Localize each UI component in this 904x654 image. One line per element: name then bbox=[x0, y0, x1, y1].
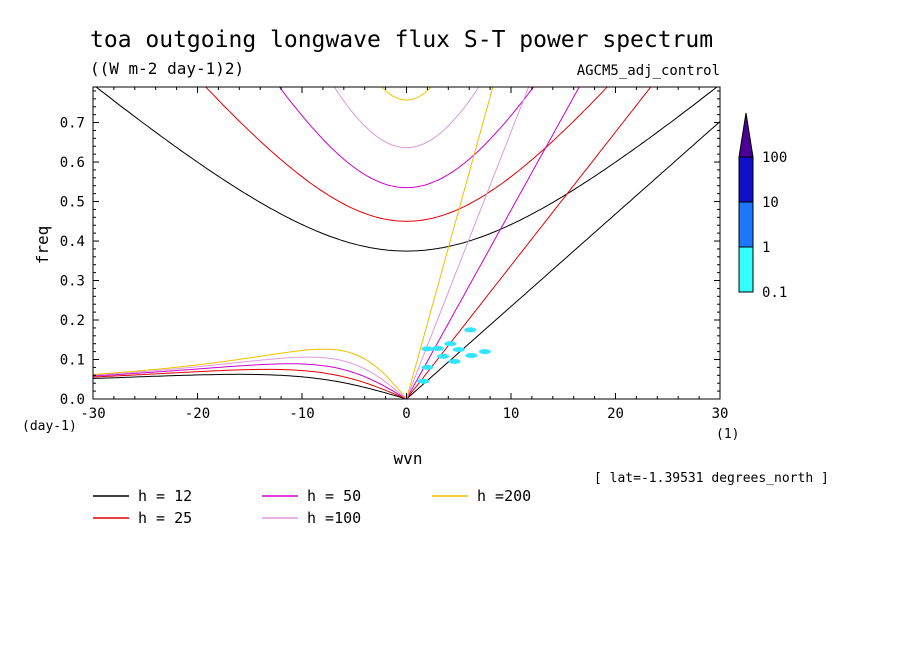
footnote: [ lat=-1.39531 degrees_north ] bbox=[594, 471, 829, 486]
plot-frame bbox=[92, 86, 721, 400]
x-unit-label: (1) bbox=[716, 427, 739, 442]
colorbar-label: 100 bbox=[762, 150, 787, 166]
inertia-gravity-curve bbox=[278, 87, 535, 189]
colorbar-label: 10 bbox=[762, 195, 779, 211]
kelvin-curve bbox=[406, 87, 530, 399]
y-unit-label: (day-1) bbox=[22, 419, 77, 434]
kelvin-curve bbox=[406, 87, 580, 399]
legend-label: h = 12 bbox=[138, 487, 192, 505]
power-blob bbox=[444, 341, 457, 347]
y-tick-label: 0.4 bbox=[60, 234, 85, 250]
power-blob bbox=[465, 353, 478, 359]
inertia-gravity-curve bbox=[205, 87, 608, 222]
colorbar-label: 0.1 bbox=[762, 285, 787, 301]
kelvin-curve bbox=[406, 121, 720, 399]
colorbar-segment bbox=[738, 246, 754, 293]
y-tick-label: 0.6 bbox=[60, 155, 85, 171]
legend-label: h = 25 bbox=[138, 509, 192, 527]
rossby-curve bbox=[93, 373, 407, 399]
axis-tick-labels: -30 -20 -10 0 10 20 30 0.0 0.1 0.2 0.3 0.4 0.5 0.6 0.7 bbox=[60, 116, 729, 422]
y-tick-label: 0.5 bbox=[60, 195, 85, 211]
x-tick-label: 30 bbox=[712, 406, 729, 422]
colorbar: 100 10 1 0.1 bbox=[738, 112, 787, 301]
inertia-gravity-curve bbox=[333, 87, 480, 149]
x-tick-label: 0 bbox=[402, 406, 410, 422]
legend: h = 12 h = 25 h = 50 h =100 h =200 bbox=[93, 487, 531, 527]
x-tick-label: 20 bbox=[607, 406, 624, 422]
x-tick-label: -30 bbox=[80, 406, 105, 422]
dispersion-curves bbox=[93, 87, 720, 399]
y-tick-label: 0.7 bbox=[60, 116, 85, 132]
y-axis-label: freq bbox=[33, 226, 52, 265]
rossby-curve bbox=[93, 363, 407, 399]
y-tick-label: 0.2 bbox=[60, 313, 85, 329]
axis-ticks bbox=[92, 87, 721, 400]
colorbar-segment bbox=[738, 201, 754, 248]
power-blob bbox=[437, 353, 450, 359]
y-tick-label: 0.3 bbox=[60, 274, 85, 290]
power-blob bbox=[464, 327, 477, 333]
x-axis-label: wvn bbox=[394, 449, 423, 468]
power-blob bbox=[417, 378, 430, 384]
kelvin-curve bbox=[406, 87, 652, 399]
x-tick-label: -10 bbox=[289, 406, 314, 422]
legend-label: h =100 bbox=[307, 509, 361, 527]
power-blob bbox=[421, 346, 434, 352]
legend-label: h = 50 bbox=[307, 487, 361, 505]
rossby-curve bbox=[93, 368, 407, 399]
inertia-gravity-curve bbox=[381, 87, 432, 101]
kelvin-curve bbox=[406, 87, 494, 399]
chart-title: toa outgoing longwave flux S-T power spe… bbox=[90, 27, 713, 53]
inertia-gravity-curve bbox=[95, 87, 718, 252]
legend-label: h =200 bbox=[477, 487, 531, 505]
power-blob bbox=[421, 364, 434, 370]
power-blob bbox=[452, 347, 465, 353]
power-blob bbox=[448, 358, 461, 364]
colorbar-segment bbox=[738, 156, 754, 203]
rossby-curve bbox=[93, 348, 407, 399]
y-tick-label: 0.1 bbox=[60, 353, 85, 369]
y-tick-label: 0.0 bbox=[60, 392, 85, 408]
rossby-curve bbox=[93, 356, 407, 399]
x-tick-label: 10 bbox=[503, 406, 520, 422]
chart-subtitle: ((W m-2 day-1)2) bbox=[90, 59, 244, 78]
power-blobs bbox=[417, 327, 491, 384]
colorbar-label: 1 bbox=[762, 240, 770, 256]
x-tick-label: -20 bbox=[185, 406, 210, 422]
colorbar-arrow bbox=[738, 112, 754, 158]
dataset-label: AGCM5_adj_control bbox=[577, 63, 720, 79]
power-blob bbox=[431, 345, 444, 351]
power-blob bbox=[478, 349, 491, 355]
